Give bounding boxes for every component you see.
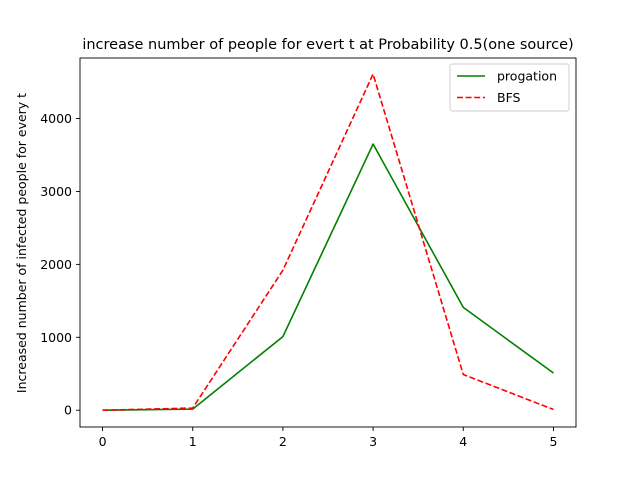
y-tick-label: 1000 [40, 330, 72, 345]
plot-area: 0 1 2 3 4 5 0 1000 2000 3000 4000 progation BFS [40, 57, 577, 449]
y-axis-label: Increased number of infected people for … [14, 93, 29, 393]
axes-frame [79, 57, 577, 428]
x-tick-label: 0 [99, 434, 107, 449]
chart-title: increase number of people for evert t at… [82, 37, 573, 53]
legend-label-progation: progation [497, 69, 557, 84]
y-tick-label: 0 [64, 403, 72, 418]
x-tick-label: 3 [369, 434, 377, 449]
legend-label-bfs: BFS [497, 90, 521, 105]
series-line-bfs [102, 73, 554, 412]
x-tick-label: 5 [549, 434, 557, 449]
y-tick-label: 4000 [40, 111, 72, 126]
y-tick-label: 3000 [40, 184, 72, 199]
y-tick-label: 2000 [40, 257, 72, 272]
x-tick-label: 1 [189, 434, 197, 449]
x-tick-label: 4 [459, 434, 467, 449]
legend: progation BFS [449, 63, 570, 112]
series-line-progation [102, 143, 554, 412]
x-tick-label: 2 [279, 434, 287, 449]
